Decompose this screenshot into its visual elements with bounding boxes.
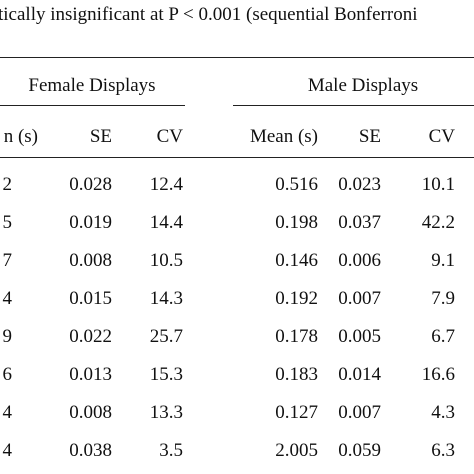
- group-heading: Female Displays: [28, 75, 156, 96]
- table-cell: 0.516: [275, 174, 318, 195]
- column-header: CV: [156, 126, 183, 147]
- table-cell: 9: [2, 326, 13, 347]
- table-cell: 10.5: [149, 250, 183, 271]
- group-heading: Male Displays: [307, 75, 419, 96]
- table-cell: 15.3: [149, 364, 183, 385]
- table-cell: 0.008: [69, 402, 112, 423]
- header-rule: [0, 157, 474, 158]
- table-cell: 42.2: [421, 212, 455, 233]
- table-cell: 0.013: [69, 364, 112, 385]
- table-cell: 14.3: [149, 288, 183, 309]
- table-cell: 0.022: [69, 326, 112, 347]
- table-cell: 9.1: [431, 250, 455, 271]
- table-cell: 25.7: [149, 326, 183, 347]
- column-header: Mean (s): [249, 126, 318, 147]
- table-cell: 0.006: [338, 250, 381, 271]
- table-cell: 4.3: [431, 402, 455, 423]
- table-cell: 0.038: [69, 440, 112, 461]
- table-cell: 0.127: [275, 402, 318, 423]
- table-cell: 0.023: [338, 174, 381, 195]
- table-cell: 0.028: [69, 174, 112, 195]
- table-cell: 0.178: [275, 326, 318, 347]
- table-cell: 16.6: [421, 364, 455, 385]
- table-cell: 0.014: [338, 364, 381, 385]
- table-cell: 6: [2, 364, 13, 385]
- table-cell: 0.005: [338, 326, 381, 347]
- table-cell: 0.007: [338, 288, 381, 309]
- table-cell: 4: [2, 440, 13, 461]
- table-cell: 0.146: [275, 250, 318, 271]
- table-cell: 4: [2, 402, 13, 423]
- column-header: n (s): [3, 126, 38, 147]
- table-cell: 0.198: [275, 212, 318, 233]
- table-cell: 5: [2, 212, 13, 233]
- table-cell: 0.192: [275, 288, 318, 309]
- table-cell: 4: [2, 288, 13, 309]
- column-header: SE: [89, 126, 112, 147]
- table-cell: 6.3: [431, 440, 455, 461]
- table-cell: 2: [2, 174, 13, 195]
- table-cell: 12.4: [149, 174, 183, 195]
- column-header: CV: [428, 126, 455, 147]
- table-cell: 7.9: [431, 288, 455, 309]
- table-cell: 10.1: [421, 174, 455, 195]
- table-cell: 0.015: [69, 288, 112, 309]
- column-header: SE: [358, 126, 381, 147]
- table-cell: 0.019: [69, 212, 112, 233]
- caption: tically insignificant at P < 0.001 (sequ…: [0, 4, 418, 25]
- table-cell: 14.4: [149, 212, 183, 233]
- table-cell: 6.7: [431, 326, 455, 347]
- top-rule: [0, 57, 474, 58]
- table-cell: 7: [2, 250, 13, 271]
- table-cell: 13.3: [149, 402, 183, 423]
- group-rule: [0, 105, 185, 106]
- table-cell: 0.183: [275, 364, 318, 385]
- table-cell: 3.5: [159, 440, 183, 461]
- table-cell: 0.008: [69, 250, 112, 271]
- table-cell: 0.007: [338, 402, 381, 423]
- table-cell: 0.037: [338, 212, 381, 233]
- group-rule: [233, 105, 474, 106]
- table-cell: 2.005: [275, 440, 318, 461]
- table-cell: 0.059: [338, 440, 381, 461]
